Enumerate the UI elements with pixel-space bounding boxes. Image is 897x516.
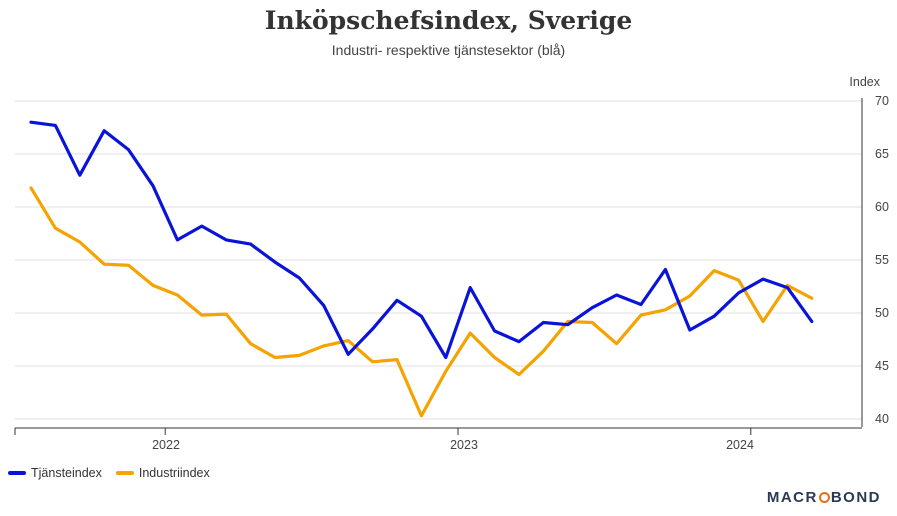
y-tick-label-40: 40	[875, 412, 889, 426]
legend-swatch-industry	[115, 471, 134, 475]
macrobond-logo: MACR BOND	[766, 489, 881, 506]
y-tick-label-55: 55	[875, 253, 889, 267]
legend: Tjänsteindex Industriindex	[8, 466, 210, 480]
chart-subtitle: Industri- respektive tjänstesektor (blå)	[331, 42, 566, 58]
legend-swatch-services	[8, 471, 26, 475]
legend-item-industry: Industriindex	[115, 466, 210, 480]
y-tick-label-50: 50	[875, 306, 889, 320]
x-tick-label-2023: 2023	[450, 438, 478, 452]
chart-title: Inköpschefsindex, Sverige	[264, 6, 633, 35]
series-lines	[29, 120, 814, 418]
y-tick-label-45: 45	[875, 359, 889, 373]
legend-item-services: Tjänsteindex	[8, 466, 102, 480]
y-tick-label-60: 60	[875, 200, 889, 214]
x-tick-label-2024: 2024	[726, 438, 754, 452]
legend-label-services: Tjänsteindex	[31, 466, 102, 480]
y-axis: Index 40 45 50 55 60 65 70	[849, 75, 889, 427]
y-tick-label-65: 65	[875, 147, 889, 161]
gridlines	[15, 100, 862, 420]
series-line-services	[29, 120, 814, 360]
series-line-industry	[29, 186, 814, 418]
x-tick-label-2022: 2022	[152, 438, 180, 452]
x-axis: 2022 2023 2024	[14, 427, 862, 452]
y-tick-label-70: 70	[875, 94, 889, 108]
y-axis-label: Index	[849, 75, 880, 89]
legend-label-industry: Industriindex	[138, 466, 210, 480]
